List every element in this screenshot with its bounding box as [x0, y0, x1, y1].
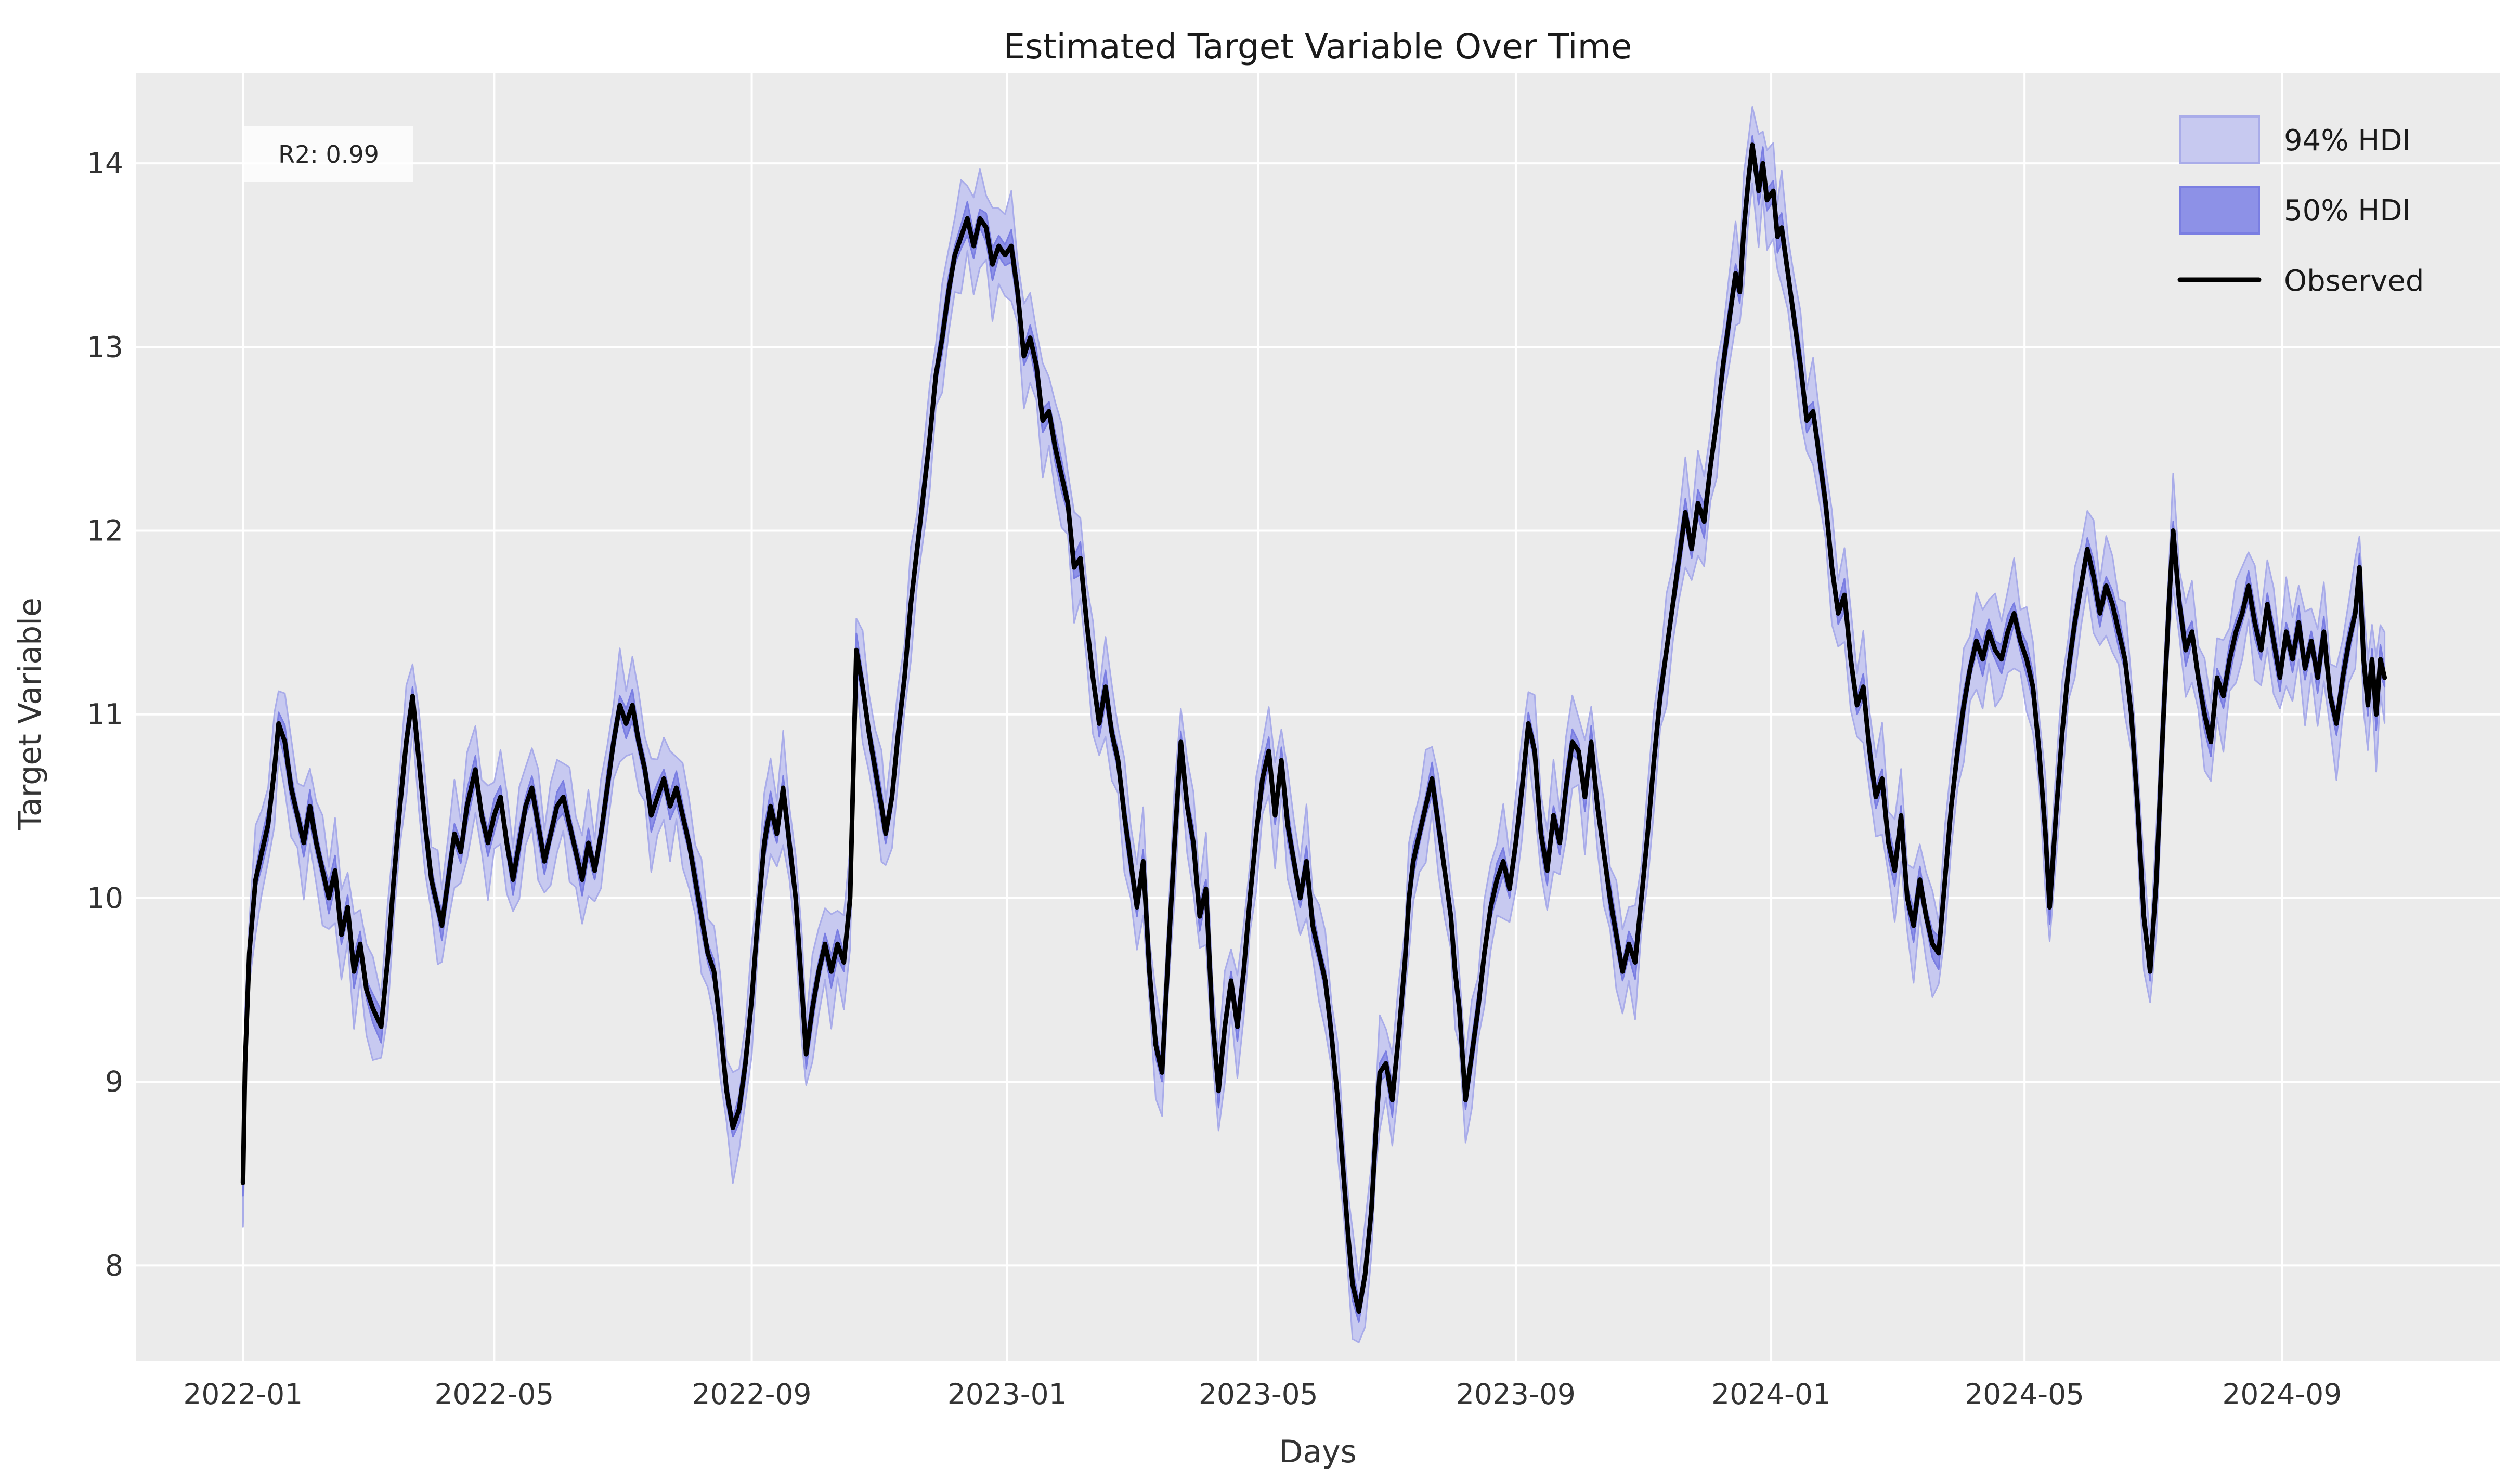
observed-line — [240, 142, 2387, 1314]
x-axis-label: Days — [1279, 1434, 1357, 1470]
x-tick-label: 2024-09 — [2222, 1378, 2342, 1411]
y-axis-label: Target Variable — [12, 598, 48, 831]
x-tick-label: 2023-09 — [1456, 1378, 1576, 1411]
y-tick-label: 8 — [105, 1249, 123, 1282]
x-tick-label: 2024-05 — [1965, 1378, 2084, 1411]
x-tick-label: 2023-05 — [1199, 1378, 1318, 1411]
x-tick-labels: 2022-01 2022-05 2022-09 2023-01 2023-05 2023-… — [183, 1378, 2342, 1411]
plot-area — [136, 73, 2500, 1361]
legend-label-94-hdi: 94% HDI — [2284, 124, 2411, 158]
x-tick-label: 2022-05 — [434, 1378, 554, 1411]
x-tick-label: 2022-01 — [183, 1378, 303, 1411]
y-tick-label: 13 — [87, 330, 123, 363]
chart-title: Estimated Target Variable Over Time — [1003, 27, 1632, 67]
legend-swatch-94-hdi — [2179, 115, 2260, 164]
y-tick-label: 9 — [105, 1065, 123, 1098]
series-layer — [240, 106, 2387, 1343]
x-tick-label: 2024-01 — [1711, 1378, 1831, 1411]
gridlines — [136, 73, 2500, 1361]
legend-swatch-50-hdi — [2179, 186, 2260, 235]
r2-annotation-text: R2: 0.99 — [278, 140, 379, 168]
legend: 94% HDI 50% HDI Observed — [2177, 115, 2424, 298]
y-tick-labels: 8 9 10 11 12 13 14 — [87, 147, 123, 1282]
hdi-50-band — [242, 135, 2386, 1323]
y-tick-label: 12 — [87, 514, 123, 547]
hdi-94-band — [242, 106, 2386, 1343]
y-tick-label: 14 — [87, 147, 123, 180]
r2-annotation: R2: 0.99 — [244, 126, 413, 182]
legend-label-50-hdi: 50% HDI — [2284, 194, 2411, 228]
legend-label-observed: Observed — [2284, 264, 2424, 298]
x-tick-label: 2023-01 — [947, 1378, 1067, 1411]
y-tick-label: 10 — [87, 881, 123, 915]
y-tick-label: 11 — [87, 698, 123, 731]
x-tick-label: 2022-09 — [692, 1378, 812, 1411]
r2-annotation-box — [244, 126, 413, 182]
